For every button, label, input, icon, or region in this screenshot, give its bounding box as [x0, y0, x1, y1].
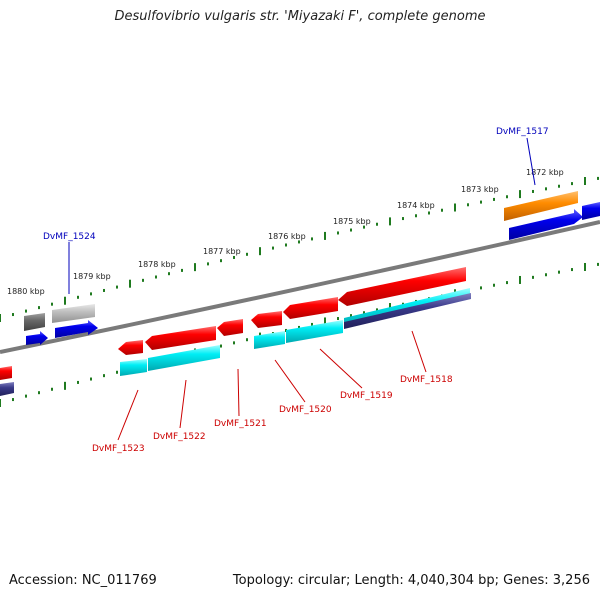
- scale-label-1875: 1875 kbp: [333, 217, 371, 226]
- gene-feature[interactable]: [0, 382, 14, 396]
- gene-feature[interactable]: [148, 345, 220, 371]
- gene-feature[interactable]: [338, 267, 466, 306]
- scale-label-1877: 1877 kbp: [203, 247, 241, 256]
- gene-label-dvmf-1517[interactable]: DvMF_1517: [496, 127, 549, 137]
- genome-summary-text: Topology: circular; Length: 4,040,304 bp…: [232, 573, 590, 588]
- gene-label-dvmf-1524[interactable]: DvMF_1524: [43, 232, 96, 242]
- genome-title: Desulfovibrio vulgaris str. 'Miyazaki F'…: [114, 9, 486, 24]
- scale-label-1874: 1874 kbp: [397, 201, 435, 210]
- gene-feature[interactable]: [26, 331, 48, 345]
- genome-backbone: [0, 220, 600, 354]
- scale-label-1879: 1879 kbp: [73, 272, 111, 281]
- gene-feature[interactable]: [283, 297, 338, 319]
- gene-feature[interactable]: [0, 366, 12, 380]
- gene-feature[interactable]: [286, 320, 343, 343]
- accession-text: Accession: NC_011769: [9, 573, 157, 588]
- gene-label-dvmf-1523[interactable]: DvMF_1523: [92, 444, 145, 454]
- gene-label-dvmf-1520[interactable]: DvMF_1520: [279, 405, 332, 415]
- gene-feature[interactable]: [582, 202, 600, 220]
- scale-label-1880: 1880 kbp: [7, 287, 45, 296]
- gene-feature[interactable]: [504, 191, 578, 221]
- gene-feature[interactable]: [509, 209, 583, 240]
- gene-label-dvmf-1521[interactable]: DvMF_1521: [214, 419, 267, 429]
- lower-features: [0, 267, 471, 396]
- gene-feature[interactable]: [217, 319, 243, 336]
- gene-feature[interactable]: [344, 293, 471, 329]
- gene-label-dvmf-1522[interactable]: DvMF_1522: [153, 432, 206, 442]
- scale-label-1873: 1873 kbp: [461, 185, 499, 194]
- gene-feature[interactable]: [52, 304, 95, 323]
- scale-label-1876: 1876 kbp: [268, 232, 306, 241]
- gene-feature[interactable]: [120, 359, 147, 376]
- gene-feature[interactable]: [145, 326, 216, 350]
- scale-label-1872: 1872 kbp: [526, 168, 564, 177]
- label-leaders: [68, 137, 536, 441]
- gene-label-dvmf-1518[interactable]: DvMF_1518: [400, 375, 453, 385]
- scale-label-1878: 1878 kbp: [138, 260, 176, 269]
- gene-feature[interactable]: [55, 320, 98, 338]
- gene-label-dvmf-1519[interactable]: DvMF_1519: [340, 391, 393, 401]
- upper-features: [24, 191, 600, 345]
- gene-feature[interactable]: [24, 313, 45, 331]
- gene-feature[interactable]: [251, 311, 282, 328]
- gene-feature[interactable]: [254, 331, 285, 349]
- gene-feature[interactable]: [118, 340, 143, 355]
- outer-tick-row: [0, 176, 599, 322]
